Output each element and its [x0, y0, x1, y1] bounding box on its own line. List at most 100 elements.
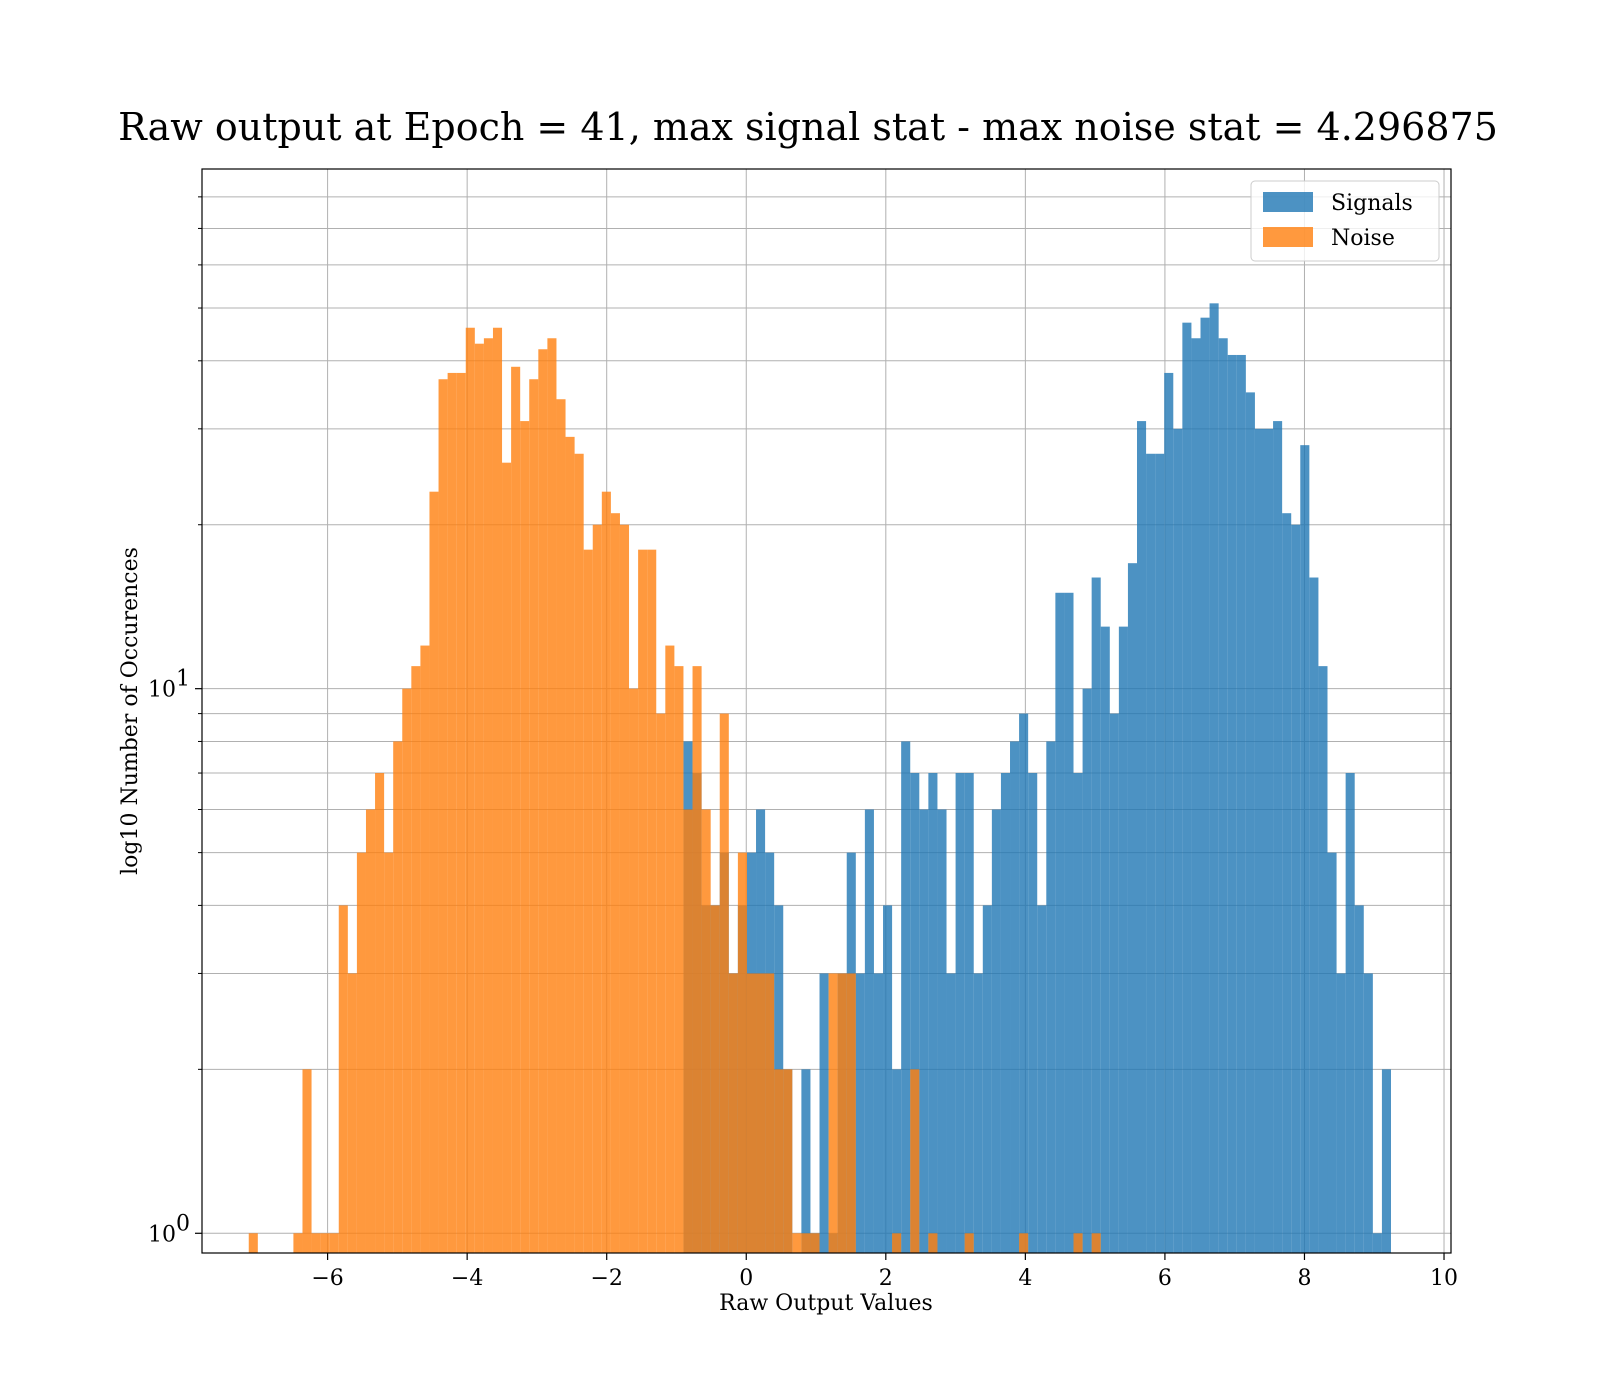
noise-bar [910, 1069, 920, 1253]
signals-bar [946, 973, 956, 1253]
noise-bar [692, 666, 702, 1253]
signals-bar [1327, 852, 1337, 1253]
signals-bar [973, 973, 983, 1253]
noise-bar [801, 1233, 811, 1253]
signals-bar [1146, 453, 1156, 1253]
signals-bar [1291, 524, 1301, 1253]
x-axis-ticks: −6 −4 −2 0 2 4 6 8 10 [311, 1253, 1458, 1291]
signals-bar [928, 773, 938, 1253]
signals-bar [1209, 303, 1219, 1254]
signals-bar [1318, 666, 1328, 1253]
signals-bar [1354, 905, 1364, 1253]
signals-bar [1082, 688, 1092, 1253]
signals-bar [1282, 513, 1292, 1253]
signals-bar [1227, 354, 1237, 1253]
x-tick-label: −6 [311, 1266, 343, 1291]
signals-bar [1037, 905, 1047, 1253]
signals-bar [855, 973, 865, 1253]
noise-bar [520, 421, 530, 1254]
noise-bar [365, 809, 376, 1253]
signals-bar [1182, 322, 1192, 1253]
signals-bar [1191, 338, 1201, 1254]
plot-area-frame [201, 168, 1452, 1254]
noise-bar [411, 666, 421, 1253]
noise-bar [1073, 1233, 1083, 1253]
noise-bar [665, 645, 675, 1253]
noise-bar [601, 491, 611, 1254]
signals-bar [919, 809, 929, 1253]
signals-bar [1091, 577, 1101, 1253]
signals-bar [1236, 354, 1246, 1253]
noise-bar [547, 338, 557, 1254]
noise-bar [492, 327, 503, 1253]
noise-bar [1019, 1233, 1029, 1253]
noise-bar [892, 1233, 902, 1253]
signals-bar [1345, 773, 1355, 1253]
y-tick-label: 10 [148, 1222, 176, 1247]
signals-bar [1173, 428, 1183, 1253]
signals-bar [1218, 338, 1228, 1254]
legend-label-noise: Noise [1331, 226, 1395, 251]
signals-bar [1064, 592, 1074, 1253]
signals-bar [1010, 741, 1020, 1253]
x-tick-label: 10 [1430, 1266, 1458, 1291]
noise-bar [347, 973, 357, 1253]
noise-bar [683, 809, 693, 1253]
signals-bar [1200, 317, 1210, 1253]
noise-bar [338, 905, 348, 1253]
chart-title: Raw output at Epoch = 41, max signal sta… [118, 105, 1498, 149]
signals-bar [1254, 428, 1264, 1253]
legend-swatch-signals [1263, 192, 1313, 212]
noise-bar [701, 809, 711, 1253]
signals-bar [1263, 428, 1274, 1253]
noise-bar [810, 1233, 820, 1253]
noise-bar [538, 349, 548, 1253]
histogram-bars [248, 303, 1391, 1254]
signals-bar [1363, 973, 1373, 1253]
signals-bar [982, 905, 992, 1253]
signals-bar [1118, 626, 1128, 1253]
signals-bar [1073, 773, 1083, 1253]
noise-bar [511, 366, 521, 1253]
noise-bar [746, 973, 757, 1253]
signals-bar [1019, 713, 1029, 1253]
signals-bar [1164, 372, 1174, 1253]
x-tick-label: 4 [1018, 1266, 1032, 1291]
noise-bar [393, 741, 403, 1253]
noise-bar [375, 773, 385, 1253]
signals-bar [964, 773, 974, 1253]
signals-bar [937, 809, 947, 1253]
x-tick-label: 6 [1158, 1266, 1172, 1291]
noise-bar [438, 379, 448, 1253]
signals-bar [1273, 421, 1283, 1254]
noise-bar [565, 436, 575, 1253]
noise-bar [384, 852, 394, 1253]
noise-bar [293, 1233, 303, 1253]
noise-bar [592, 524, 602, 1253]
noise-bar [311, 1233, 321, 1253]
noise-bar [774, 1069, 784, 1253]
signals-bar [1155, 453, 1165, 1253]
noise-bar [828, 973, 838, 1253]
noise-bar [928, 1233, 938, 1253]
noise-bar [329, 1233, 339, 1253]
signals-bar [955, 773, 965, 1253]
legend-label-signals: Signals [1331, 191, 1413, 216]
signals-bar [1100, 626, 1110, 1253]
noise-bar [719, 713, 729, 1253]
signals-bar [801, 1069, 811, 1253]
signals-bar [1055, 592, 1065, 1253]
signals-bar [864, 809, 874, 1253]
noise-bar [456, 372, 466, 1253]
noise-bar [1091, 1233, 1101, 1253]
noise-bar [574, 453, 584, 1253]
noise-bar [619, 524, 630, 1253]
signals-bar [1372, 1233, 1382, 1253]
noise-bar [647, 549, 657, 1253]
noise-bar [302, 1069, 312, 1253]
noise-bar [756, 973, 766, 1253]
noise-bar [502, 462, 512, 1253]
noise-bar [610, 513, 620, 1253]
x-tick-label: −4 [451, 1266, 483, 1291]
noise-bar [248, 1233, 258, 1253]
